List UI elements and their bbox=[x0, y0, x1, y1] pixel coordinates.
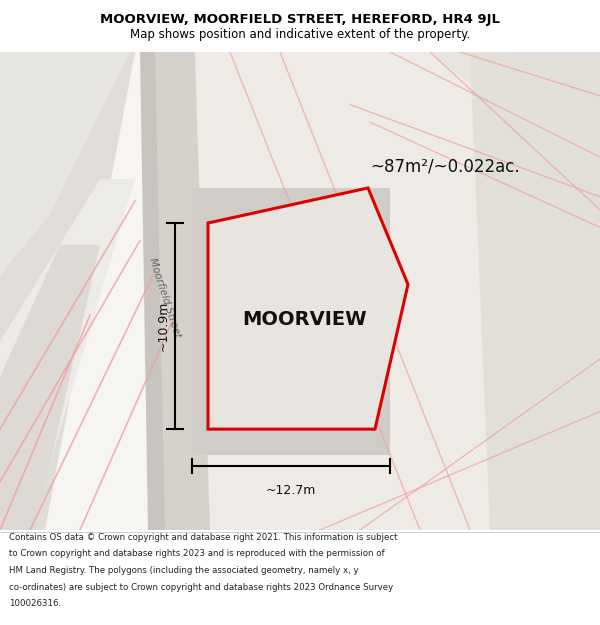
Text: ~87m²/~0.022ac.: ~87m²/~0.022ac. bbox=[370, 157, 520, 175]
Polygon shape bbox=[195, 52, 600, 530]
Polygon shape bbox=[0, 179, 135, 530]
Polygon shape bbox=[192, 188, 390, 456]
Polygon shape bbox=[0, 245, 100, 530]
Polygon shape bbox=[148, 52, 210, 530]
Text: MOORVIEW, MOORFIELD STREET, HEREFORD, HR4 9JL: MOORVIEW, MOORFIELD STREET, HEREFORD, HR… bbox=[100, 13, 500, 26]
Polygon shape bbox=[140, 52, 165, 530]
Text: MOORVIEW: MOORVIEW bbox=[242, 310, 367, 329]
Text: Map shows position and indicative extent of the property.: Map shows position and indicative extent… bbox=[130, 28, 470, 41]
Polygon shape bbox=[0, 52, 135, 530]
Text: 100026316.: 100026316. bbox=[9, 599, 61, 608]
Text: to Crown copyright and database rights 2023 and is reproduced with the permissio: to Crown copyright and database rights 2… bbox=[9, 549, 385, 559]
Text: HM Land Registry. The polygons (including the associated geometry, namely x, y: HM Land Registry. The polygons (includin… bbox=[9, 566, 359, 575]
Text: ~10.9m: ~10.9m bbox=[157, 301, 170, 351]
Text: Moorfield Street: Moorfield Street bbox=[148, 256, 182, 339]
Polygon shape bbox=[0, 52, 130, 276]
Polygon shape bbox=[0, 52, 600, 530]
Text: Contains OS data © Crown copyright and database right 2021. This information is : Contains OS data © Crown copyright and d… bbox=[9, 533, 398, 542]
Text: ~12.7m: ~12.7m bbox=[266, 484, 316, 496]
Polygon shape bbox=[208, 188, 408, 429]
Polygon shape bbox=[470, 52, 600, 530]
Polygon shape bbox=[195, 52, 600, 530]
Text: co-ordinates) are subject to Crown copyright and database rights 2023 Ordnance S: co-ordinates) are subject to Crown copyr… bbox=[9, 582, 393, 592]
Polygon shape bbox=[350, 52, 600, 188]
